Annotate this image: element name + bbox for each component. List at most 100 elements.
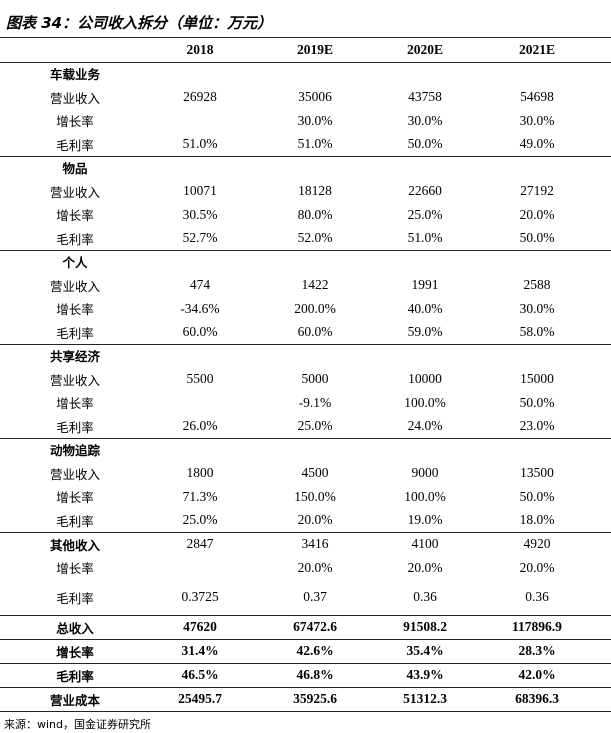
value-cell: 40.0%: [407, 300, 443, 316]
value-cell: 200.0%: [294, 300, 336, 316]
value-cell: 26928: [183, 89, 217, 105]
value-cell: 25.0%: [407, 206, 443, 222]
value-cell: 1991: [411, 277, 439, 293]
value-cell: 35.4%: [406, 643, 444, 658]
data-row: 增长率 30.5% 80.0% 25.0% 20.0%: [0, 203, 611, 227]
value-cell: 42.6%: [296, 643, 334, 658]
value-cell: 49.0%: [519, 136, 555, 152]
value-cell: 51.0%: [407, 230, 443, 246]
segment-name: 共享经济: [49, 349, 100, 365]
row-rule: [0, 156, 611, 157]
row-label: 毛利率: [56, 231, 94, 247]
value-cell: 52.7%: [182, 230, 218, 246]
value-cell: 28.3%: [518, 643, 556, 658]
value-cell: 15000: [520, 371, 554, 387]
row-rule: [0, 62, 611, 63]
segment-name: 动物追踪: [49, 443, 100, 459]
value-cell: 51312.3: [403, 691, 447, 706]
value-cell: 25.0%: [182, 512, 218, 528]
row-label: 毛利率: [56, 668, 94, 684]
row-label: 增长率: [56, 396, 94, 412]
value-cell: 31.4%: [181, 643, 219, 658]
value-cell: 4920: [523, 536, 551, 551]
value-cell: 19.0%: [407, 512, 443, 528]
data-row: 增长率 -34.6% 200.0% 40.0% 30.0%: [0, 297, 611, 321]
row-label: 其他收入: [49, 537, 100, 553]
row-rule: [0, 532, 611, 533]
value-cell: 20.0%: [407, 559, 443, 575]
data-row: 增长率 30.0% 30.0% 30.0%: [0, 109, 611, 133]
value-cell: 1422: [301, 277, 329, 293]
data-row: 营业收入 5500 5000 10000 15000: [0, 368, 611, 392]
value-cell: 4500: [301, 465, 329, 481]
row-label: 增长率: [56, 302, 94, 318]
segment-row: 物品: [0, 156, 611, 180]
value-cell: 23.0%: [519, 418, 555, 434]
value-cell: 51.0%: [297, 136, 333, 152]
title-rule: [0, 37, 611, 38]
value-cell: 42.0%: [518, 667, 556, 682]
row-rule: [0, 438, 611, 439]
value-cell: 46.8%: [296, 667, 334, 682]
row-rule: [0, 250, 611, 251]
value-cell: 51.0%: [182, 136, 218, 152]
total-row: 增长率 31.4% 42.6% 35.4% 28.3%: [0, 639, 611, 663]
value-cell: 0.36: [413, 589, 437, 604]
row-rule: [0, 344, 611, 345]
segment-name: 个人: [62, 255, 88, 271]
value-cell: 20.0%: [519, 206, 555, 222]
data-row: 毛利率 60.0% 60.0% 59.0% 58.0%: [0, 321, 611, 345]
data-row: 营业收入 10071 18128 22660 27192: [0, 180, 611, 204]
value-cell: 5000: [301, 371, 329, 387]
row-label: 营业收入: [49, 466, 100, 482]
value-cell: 150.0%: [294, 488, 336, 504]
value-cell: 27192: [520, 183, 554, 199]
value-cell: 59.0%: [407, 324, 443, 340]
value-cell: 2847: [186, 536, 214, 551]
value-cell: 50.0%: [519, 488, 555, 504]
value-cell: 4100: [411, 536, 439, 551]
row-label: 增长率: [56, 644, 94, 660]
value-cell: 25.0%: [297, 418, 333, 434]
row-label: 毛利率: [56, 590, 94, 606]
value-cell: 10000: [408, 371, 442, 387]
value-cell: 30.5%: [182, 206, 218, 222]
data-row: 增长率 71.3% 150.0% 100.0% 50.0%: [0, 485, 611, 509]
total-row: 毛利率 46.5% 46.8% 43.9% 42.0%: [0, 663, 611, 687]
column-header: 2021E: [518, 42, 555, 57]
value-cell: 0.36: [525, 589, 549, 604]
value-cell: 43.9%: [406, 667, 444, 682]
value-cell: 22660: [408, 183, 442, 199]
value-cell: 13500: [520, 465, 554, 481]
value-cell: 0.37: [303, 589, 327, 604]
value-cell: 18.0%: [519, 512, 555, 528]
value-cell: 24.0%: [407, 418, 443, 434]
row-rule: [0, 663, 611, 664]
other-row: 其他收入 2847 3416 4100 4920: [0, 532, 611, 556]
value-cell: 43758: [408, 89, 442, 105]
value-cell: 20.0%: [297, 559, 333, 575]
row-label: 增长率: [56, 208, 94, 224]
column-header: 2018: [186, 42, 214, 57]
data-row: 营业收入 1800 4500 9000 13500: [0, 462, 611, 486]
value-cell: 50.0%: [519, 230, 555, 246]
value-cell: 35006: [298, 89, 332, 105]
segment-name: 车载业务: [49, 67, 100, 83]
total-row: 总收入 47620 67472.6 91508.2 117896.9: [0, 615, 611, 639]
row-label: 增长率: [56, 114, 94, 130]
value-cell: 67472.6: [293, 619, 337, 634]
row-label: 总收入: [56, 620, 94, 636]
row-rule: [0, 687, 611, 688]
row-label: 毛利率: [56, 513, 94, 529]
segment-row: 共享经济: [0, 344, 611, 368]
value-cell: 35925.6: [293, 691, 337, 706]
row-label: 增长率: [56, 561, 94, 576]
source-note: 来源：wind，国金证券研究所: [4, 718, 152, 731]
value-cell: 80.0%: [297, 206, 333, 222]
value-cell: 100.0%: [404, 394, 446, 410]
value-cell: 30.0%: [407, 112, 443, 128]
value-cell: 30.0%: [297, 112, 333, 128]
value-cell: 2588: [523, 277, 551, 293]
value-cell: 30.0%: [519, 300, 555, 316]
